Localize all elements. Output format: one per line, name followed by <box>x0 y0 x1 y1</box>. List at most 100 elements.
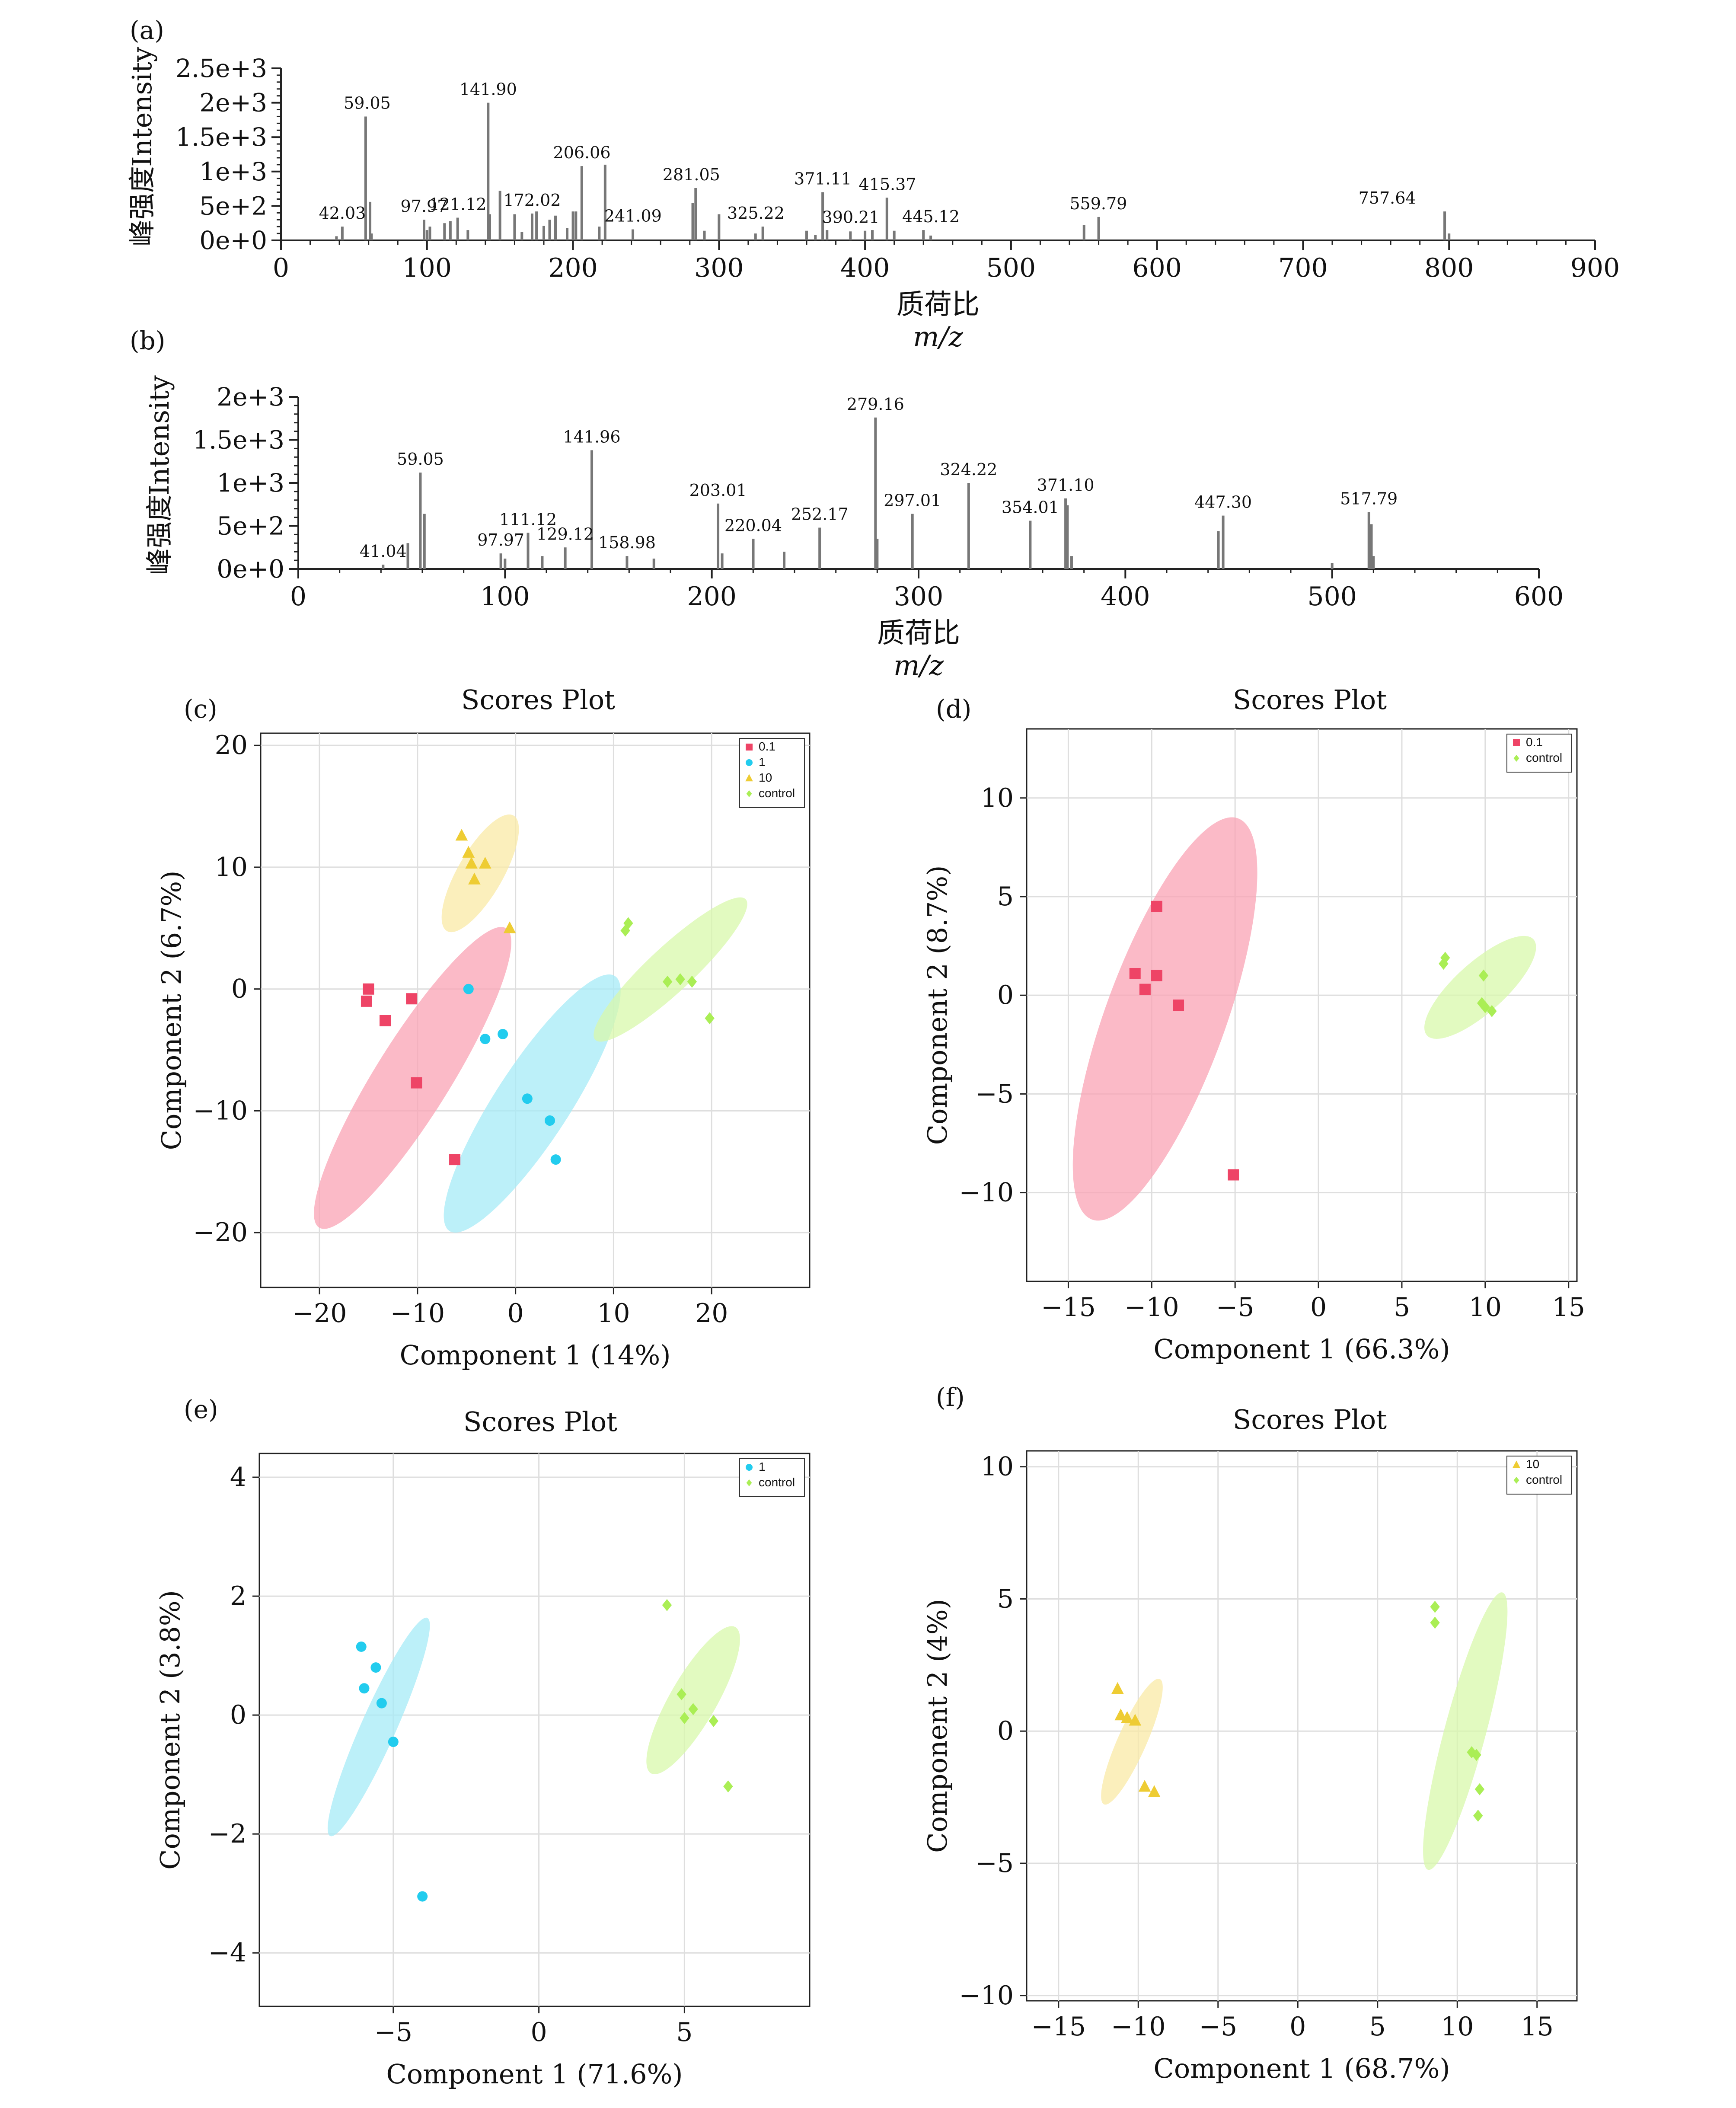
panel-label: (a) <box>130 16 164 45</box>
y-tick-label: 0 <box>997 980 1014 1010</box>
peak-label: 279.16 <box>847 395 904 414</box>
data-point-10 <box>468 872 481 885</box>
x-tick-label: 15 <box>1521 2012 1554 2042</box>
peak-label: 206.06 <box>553 143 611 162</box>
peak-label: 281.05 <box>663 165 720 184</box>
data-point-10 <box>479 856 491 869</box>
y-axis-label: Component 2 (4%) <box>922 1599 953 1853</box>
x-tick-label: −10 <box>1124 1292 1179 1322</box>
y-tick-label: 4 <box>230 1462 246 1492</box>
data-point-10 <box>1129 1714 1142 1726</box>
peak-label: 220.04 <box>724 516 782 535</box>
peak-label: 241.09 <box>604 207 662 226</box>
x-tick-label: 15 <box>1552 1292 1585 1322</box>
data-point-control <box>620 924 630 937</box>
legend-marker-1 <box>746 759 753 766</box>
data-point-0.1 <box>449 1154 461 1166</box>
data-point-1 <box>545 1115 555 1126</box>
data-point-0.1 <box>1129 968 1141 979</box>
y-tick-label: −5 <box>976 1079 1014 1109</box>
y-axis-label: Component 2 (6.7%) <box>156 871 187 1150</box>
data-point-1 <box>376 1698 387 1709</box>
panel-label: (f) <box>936 1383 965 1412</box>
plot-frame <box>258 1453 811 2007</box>
x-tick-label: 400 <box>1101 581 1150 612</box>
x-tick-label: 0 <box>290 581 306 612</box>
x-tick-label: 0 <box>273 253 289 283</box>
peak-label: 297.01 <box>884 491 941 510</box>
data-point-1 <box>463 984 474 994</box>
x-tick-label: 700 <box>1278 253 1328 283</box>
x-tick-label: −15 <box>1041 1292 1096 1322</box>
y-tick-label: −10 <box>959 1980 1014 2011</box>
confidence-ellipse-10 <box>1101 1679 1163 1805</box>
confidence-ellipse-10 <box>441 814 519 933</box>
spectrum-panel-a: (a) 0 100 200 300 400 500 600 700 800 900 0e+0 5e+2 1… <box>126 16 1620 353</box>
y-tick-label: −10 <box>959 1178 1014 1208</box>
data-point-1 <box>480 1034 491 1044</box>
y-axis-label-group: Component 2 (4%) <box>922 1599 953 1853</box>
peak-label: 111.12 <box>499 510 557 529</box>
legend-label: 10 <box>759 771 772 784</box>
panel-label: (d) <box>936 694 971 724</box>
data-point-control <box>1471 1749 1481 1761</box>
legend-label: control <box>759 786 795 800</box>
peak-label: 252.17 <box>791 505 849 524</box>
legend-marker-control <box>1513 755 1519 762</box>
y-tick-label: −20 <box>193 1217 248 1248</box>
y-tick-label: 2.5e+3 <box>176 54 267 83</box>
y-axis-label-en: Intensity <box>126 47 158 167</box>
confidence-ellipse-1 <box>327 1617 430 1837</box>
y-tick-label: 1.5e+3 <box>193 425 284 455</box>
data-point-0.1 <box>1173 1000 1184 1011</box>
peak-label: 59.05 <box>397 450 444 469</box>
legend-label: 1 <box>759 755 766 769</box>
data-point-control <box>1440 952 1450 964</box>
x-tick-label: −5 <box>1199 2012 1237 2042</box>
peak-label: 757.64 <box>1359 188 1416 208</box>
data-point-0.1 <box>1151 901 1162 912</box>
x-tick-label: −5 <box>1216 1292 1254 1322</box>
y-axis-label: Component 2 (3.8%) <box>154 1590 186 1870</box>
confidence-ellipse-1 <box>444 974 621 1233</box>
x-tick-label: 10 <box>1469 1292 1502 1322</box>
x-axis-label-en: m/z <box>913 321 964 353</box>
y-tick-label: 10 <box>981 783 1014 813</box>
data-point-control <box>723 1780 733 1793</box>
legend-label: control <box>1526 751 1562 764</box>
x-tick-label: −20 <box>292 1298 347 1329</box>
scores-panel-f: (f) Scores Plot −15 −10 −5 0 5 10 15 −10 −5 0 5 10 Com… <box>922 1383 1578 2084</box>
y-tick-label: 5e+2 <box>217 511 284 541</box>
legend-marker-control <box>746 790 752 797</box>
data-point-0.1 <box>1228 1169 1239 1181</box>
x-tick-label: −15 <box>1031 2012 1086 2042</box>
data-point-0.1 <box>363 983 374 995</box>
data-point-10 <box>455 829 468 841</box>
data-point-1 <box>550 1154 561 1165</box>
data-point-1 <box>388 1737 399 1747</box>
data-point-control <box>1477 997 1487 1009</box>
chart-title: Scores Plot <box>1233 1404 1387 1435</box>
y-tick-label: 2e+3 <box>217 382 284 412</box>
data-point-control <box>1430 1600 1440 1613</box>
x-tick-label: −5 <box>374 2017 412 2047</box>
legend-marker-0.1 <box>746 744 753 751</box>
x-tick-label: −10 <box>390 1298 445 1329</box>
data-point-10 <box>465 856 478 869</box>
data-point-10 <box>1121 1711 1133 1723</box>
panel-label: (b) <box>130 326 165 355</box>
peak-label: 172.02 <box>504 191 561 210</box>
x-tick-label: 300 <box>694 253 744 283</box>
y-axis-label-cn: 峰强度 <box>126 166 158 246</box>
x-axis-label: Component 1 (71.6%) <box>386 2058 683 2090</box>
x-tick-label: 10 <box>1441 2012 1474 2042</box>
y-axis-label-cn: 峰强度 <box>144 495 175 575</box>
data-point-control <box>1478 969 1489 982</box>
x-tick-label: 200 <box>548 253 598 283</box>
legend-label: control <box>759 1476 795 1489</box>
confidence-ellipse-0.1 <box>1072 817 1257 1221</box>
peak-label: 445.12 <box>902 207 960 226</box>
confidence-ellipse-control <box>646 1626 740 1775</box>
